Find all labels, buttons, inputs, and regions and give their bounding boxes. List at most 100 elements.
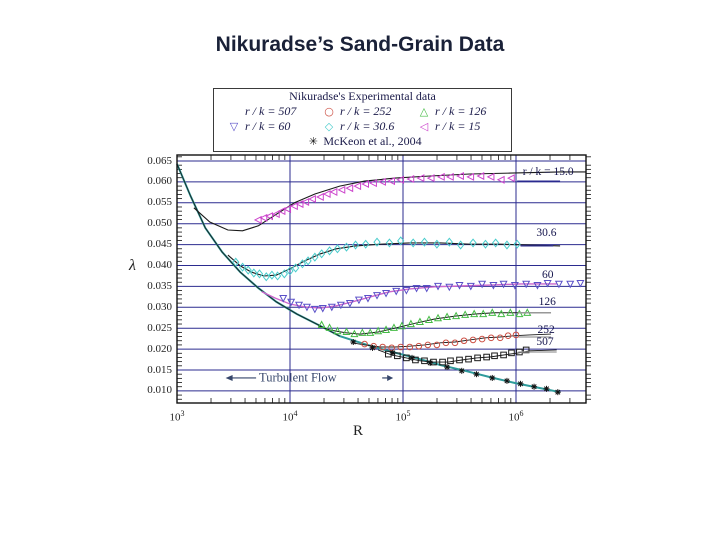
triangle-up-marker — [358, 328, 367, 336]
circle-marker — [397, 343, 405, 351]
diamond-marker — [262, 272, 270, 282]
x-axis-label: R — [352, 423, 363, 439]
legend-entry-252: ○ r / k = 252 — [320, 104, 415, 119]
triangle-left-marker — [265, 212, 273, 221]
legend-title: Nikuradse's Experimental data — [289, 89, 436, 103]
diamond-marker — [513, 239, 521, 249]
square-marker — [491, 352, 498, 360]
triangle-up-marker — [479, 309, 488, 318]
diamond-marker — [311, 252, 319, 262]
legend-entry-126: △ r / k = 126 — [415, 104, 510, 119]
y-tick-label: 0.055 — [147, 196, 172, 209]
right-arrowhead-icon — [387, 374, 394, 381]
triangle-left-marker — [456, 172, 464, 181]
diamond-marker — [445, 237, 453, 247]
triangle-up-marker — [452, 311, 461, 320]
square-marker — [394, 352, 401, 360]
triangle-down-marker — [402, 287, 411, 295]
triangle-left-marker — [506, 174, 515, 183]
square-marker — [508, 349, 515, 357]
square-marker — [412, 356, 419, 364]
legend-entry-30-6: ◇ r / k = 30.6 — [320, 119, 415, 134]
triangle-up-marker — [325, 323, 334, 331]
x-tick-label: 106 — [508, 409, 524, 424]
circle-marker-icon: ○ — [324, 105, 334, 118]
circle-marker — [504, 332, 512, 340]
diamond-marker — [333, 244, 342, 254]
square-marker — [439, 358, 446, 366]
triangle-left-marker — [466, 172, 475, 181]
curve-label-60: 60 — [541, 269, 554, 282]
triangle-up-marker — [406, 319, 415, 328]
triangle-up-marker — [461, 310, 470, 318]
triangle-up-marker — [488, 308, 497, 316]
triangle-left-marker — [361, 179, 370, 189]
diamond-marker — [318, 249, 326, 259]
triangle-left-marker — [290, 202, 298, 211]
circle-marker — [388, 344, 396, 352]
triangle-left-marker — [271, 210, 280, 219]
triangle-left-marker-icon: ◁ — [419, 120, 429, 133]
triangle-down-marker — [372, 292, 382, 300]
x-tick-label: 104 — [282, 409, 298, 424]
triangle-down-marker — [287, 298, 296, 307]
square-marker — [456, 356, 463, 364]
diamond-marker — [409, 238, 417, 248]
circle-marker — [469, 336, 477, 344]
y-tick-label: 0.040 — [147, 259, 172, 271]
triangle-left-marker — [353, 182, 362, 191]
diamond-marker — [304, 256, 312, 266]
legend-entry-15: ◁ r / k = 15 — [415, 119, 510, 134]
triangle-down-marker — [499, 280, 508, 289]
triangle-left-marker — [316, 192, 324, 201]
circle-marker — [433, 341, 441, 349]
star-marker — [504, 378, 510, 384]
diamond-marker — [292, 263, 300, 273]
circle-marker — [442, 339, 450, 347]
star-marker — [409, 355, 415, 361]
circle-marker — [512, 331, 520, 339]
triangle-down-marker — [455, 282, 464, 290]
legend-label-252: r / k = 252 — [340, 104, 392, 118]
legend-entry-507: r / k = 507 — [225, 104, 320, 119]
triangle-up-marker — [515, 309, 524, 318]
diamond-marker — [244, 265, 252, 275]
triangle-left-marker — [259, 213, 268, 222]
diamond-marker — [280, 269, 288, 279]
star-marker — [517, 381, 524, 387]
star-marker — [531, 384, 537, 390]
circle-marker — [478, 335, 486, 343]
triangle-down-marker — [554, 280, 563, 289]
legend-label-mckeon: McKeon et al., 2004 — [323, 134, 422, 148]
triangle-down-marker — [327, 303, 336, 312]
triangle-down-marker — [533, 282, 542, 290]
triangle-left-marker — [337, 185, 346, 194]
diamond-marker — [385, 238, 394, 248]
diamond-marker — [255, 269, 264, 279]
y-tick-label: 0.015 — [147, 363, 172, 376]
legend-row-1: r / k = 507 ○ r / k = 252 △ r / k = 126 — [214, 104, 511, 119]
legend-label-126: r / k = 126 — [435, 104, 487, 118]
y-tick-label: 0.065 — [147, 154, 172, 167]
triangle-left-marker — [426, 174, 435, 183]
curve-label-126: 126 — [538, 295, 556, 308]
triangle-up-marker — [415, 317, 424, 326]
triangle-left-marker — [416, 174, 425, 183]
square-marker — [500, 351, 507, 359]
diamond-marker — [232, 257, 240, 267]
legend-label-15: r / k = 15 — [435, 119, 481, 133]
circle-marker — [424, 341, 432, 349]
diamond-marker — [298, 259, 307, 269]
triangle-down-marker — [576, 279, 585, 288]
diamond-marker — [373, 237, 381, 247]
diamond-marker — [286, 266, 294, 276]
star-marker — [390, 350, 396, 356]
fit-curve — [227, 242, 561, 277]
star-marker — [543, 386, 550, 392]
circle-marker — [406, 343, 414, 351]
triangle-left-marker — [345, 184, 354, 193]
triangle-down-marker — [510, 282, 519, 290]
triangle-left-marker — [329, 187, 338, 196]
y-tick-label: 0.050 — [147, 217, 172, 230]
fit-curve — [377, 349, 557, 363]
